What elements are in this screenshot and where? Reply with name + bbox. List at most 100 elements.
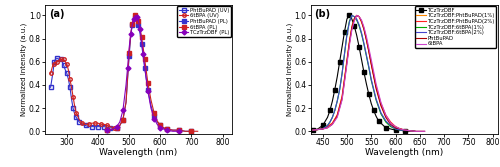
6tBPA <box>349 30 355 32</box>
TCzTrzDBF:6tBPA(1%) <box>349 14 355 16</box>
PhtBuPAD (UV) <box>53 57 59 59</box>
PhtBuPAD <box>402 129 408 131</box>
TCzTrzDBF <box>310 129 316 131</box>
PhtBuPAD (UV) <box>52 61 58 63</box>
6tBPA (UV) <box>73 112 79 114</box>
6tBPA (PL) <box>132 14 138 16</box>
TCzTrzDBF:PhtBuPAD(1%) <box>334 114 340 116</box>
TCzTrzDBF:PhtBuPAD(2%) <box>310 129 316 131</box>
TCzTrzDBF:6tBPA(2%) <box>339 72 345 74</box>
PhtBuPAD <box>412 130 418 132</box>
6tBPA <box>334 116 340 118</box>
TCzTrzDBF:PhtBuPAD(2%) <box>361 27 367 29</box>
6tBPA <box>354 14 360 16</box>
PhtBuPAD <box>358 20 364 22</box>
TCzTrzDBF:PhtBuPAD(1%) <box>324 126 330 128</box>
PhtBuPAD <box>398 128 404 130</box>
TCzTrzDBF <box>351 25 357 27</box>
TCzTrzDBF:6tBPA(2%) <box>388 124 394 126</box>
TCzTrzDBF:PhtBuPAD(2%) <box>402 129 408 131</box>
TCzTrzDBF:6tBPA(1%) <box>358 33 364 35</box>
TCzTrzDBF:PhtBuPAD(1%) <box>346 40 352 42</box>
PhtBuPAD (PL) <box>151 115 157 117</box>
TCzTrzDBF <box>402 130 408 132</box>
PhtBuPAD (PL) <box>158 124 164 126</box>
TCzTrzDBF:6tBPA(2%) <box>342 53 347 55</box>
6tBPA <box>366 47 372 49</box>
TCzTrzDBF:6tBPA(1%) <box>351 16 357 18</box>
6tBPA (PL) <box>134 16 140 18</box>
TCzTrzDBF <box>378 122 384 124</box>
Line: TCzTrzDBF (PL): TCzTrzDBF (PL) <box>106 14 180 133</box>
TCzTrzDBF:6tBPA(2%) <box>366 65 372 67</box>
PhtBuPAD (PL) <box>126 55 132 57</box>
PhtBuPAD (PL) <box>128 35 134 37</box>
PhtBuPAD (UV) <box>60 64 66 66</box>
TCzTrzDBF:PhtBuPAD(2%) <box>320 128 326 130</box>
TCzTrzDBF <box>407 130 413 132</box>
TCzTrzDBF:6tBPA(2%) <box>373 98 379 100</box>
TCzTrzDBF:PhtBuPAD(1%) <box>354 14 360 16</box>
PhtBuPAD (PL) <box>144 78 150 80</box>
TCzTrzDBF (PL) <box>128 33 134 35</box>
TCzTrzDBF <box>392 129 398 131</box>
TCzTrzDBF:6tBPA(2%) <box>327 121 333 123</box>
PhtBuPAD <box>330 123 336 125</box>
TCzTrzDBF:PhtBuPAD(1%) <box>412 130 418 132</box>
TCzTrzDBF:PhtBuPAD(1%) <box>364 39 370 41</box>
6tBPA (PL) <box>154 120 160 122</box>
6tBPA (PL) <box>182 130 188 132</box>
TCzTrzDBF <box>349 18 355 20</box>
PhtBuPAD (PL) <box>188 130 194 132</box>
6tBPA (PL) <box>140 47 146 49</box>
PhtBuPAD (PL) <box>142 67 148 69</box>
6tBPA (UV) <box>72 105 78 107</box>
PhtBuPAD <box>354 14 360 16</box>
PhtBuPAD (UV) <box>98 126 104 128</box>
TCzTrzDBF <box>356 46 362 48</box>
TCzTrzDBF (PL) <box>134 16 140 18</box>
TCzTrzDBF:6tBPA(2%) <box>383 120 389 122</box>
TCzTrzDBF:6tBPA(1%) <box>378 113 384 115</box>
PhtBuPAD (PL) <box>160 127 166 129</box>
PhtBuPAD (PL) <box>117 124 123 126</box>
TCzTrzDBF:PhtBuPAD(2%) <box>330 122 336 124</box>
Line: TCzTrzDBF: TCzTrzDBF <box>311 14 412 133</box>
TCzTrzDBF:PhtBuPAD(1%) <box>320 128 326 130</box>
6tBPA <box>339 99 345 101</box>
Line: TCzTrzDBF:PhtBuPAD(1%): TCzTrzDBF:PhtBuPAD(1%) <box>313 15 415 131</box>
TCzTrzDBF:PhtBuPAD(1%) <box>378 104 384 106</box>
TCzTrzDBF (PL) <box>132 14 138 16</box>
PhtBuPAD (PL) <box>104 129 110 131</box>
6tBPA (UV) <box>54 61 60 63</box>
TCzTrzDBF:6tBPA(2%) <box>336 89 342 91</box>
TCzTrzDBF (PL) <box>114 126 119 128</box>
Line: 6tBPA (UV): 6tBPA (UV) <box>49 58 116 130</box>
6tBPA <box>351 20 357 22</box>
TCzTrzDBF:6tBPA(2%) <box>392 128 398 130</box>
TCzTrzDBF (PL) <box>151 118 157 120</box>
TCzTrzDBF:6tBPA(2%) <box>356 24 362 26</box>
TCzTrzDBF:6tBPA(2%) <box>320 128 326 130</box>
TCzTrzDBF:6tBPA(1%) <box>332 109 338 111</box>
Legend: TCzTrzDBF, TCzTrzDBF:PhtBuPAD(1%), TCzTrzDBF:PhtBuPAD(2%), TCzTrzDBF:6tBPA(1%), : TCzTrzDBF, TCzTrzDBF:PhtBuPAD(1%), TCzTr… <box>415 6 496 48</box>
PhtBuPAD <box>422 130 428 132</box>
TCzTrzDBF:PhtBuPAD(1%) <box>361 28 367 30</box>
PhtBuPAD (UV) <box>76 121 82 123</box>
X-axis label: Wavelength (nm): Wavelength (nm) <box>100 148 178 157</box>
TCzTrzDBF <box>346 14 352 16</box>
TCzTrzDBF:PhtBuPAD(2%) <box>346 42 352 44</box>
PhtBuPAD (PL) <box>123 101 129 103</box>
TCzTrzDBF:PhtBuPAD(2%) <box>368 62 374 64</box>
PhtBuPAD (PL) <box>176 129 182 131</box>
TCzTrzDBF:6tBPA(1%) <box>320 128 326 130</box>
TCzTrzDBF:6tBPA(2%) <box>332 109 338 111</box>
6tBPA (PL) <box>117 124 123 126</box>
PhtBuPAD (PL) <box>136 24 141 26</box>
TCzTrzDBF <box>324 116 330 118</box>
TCzTrzDBF:6tBPA(2%) <box>358 32 364 34</box>
TCzTrzDBF:PhtBuPAD(1%) <box>402 129 408 131</box>
TCzTrzDBF:PhtBuPAD(2%) <box>351 19 357 21</box>
PhtBuPAD <box>368 63 374 65</box>
6tBPA (PL) <box>158 124 164 126</box>
